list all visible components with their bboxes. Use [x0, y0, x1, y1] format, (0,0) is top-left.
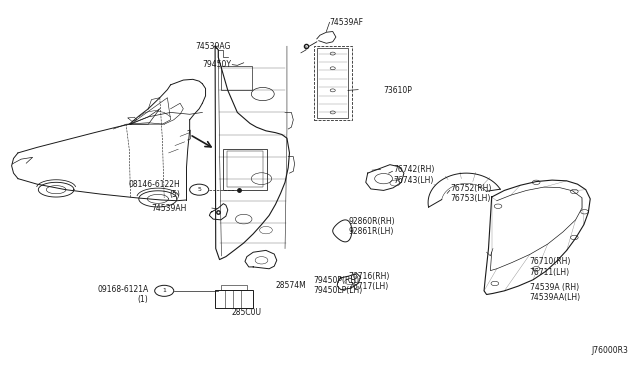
Text: 76716(RH)
76717(LH): 76716(RH) 76717(LH) — [349, 272, 390, 291]
Text: 1: 1 — [163, 288, 166, 294]
Text: 5: 5 — [197, 187, 201, 192]
Text: 74539AF: 74539AF — [330, 18, 364, 27]
Text: 74539A (RH)
74539AA(LH): 74539A (RH) 74539AA(LH) — [530, 283, 581, 302]
Text: 76742(RH)
76743(LH): 76742(RH) 76743(LH) — [393, 165, 435, 185]
Text: 79450P(RH)
79450LP(LH): 79450P(RH) 79450LP(LH) — [314, 276, 363, 295]
Text: 79450Y: 79450Y — [202, 60, 231, 69]
Text: 74539AG: 74539AG — [196, 42, 231, 51]
Text: 76710(RH)
76711(LH): 76710(RH) 76711(LH) — [530, 257, 571, 277]
Text: 92860R(RH)
92861R(LH): 92860R(RH) 92861R(LH) — [349, 217, 396, 236]
Text: 76752(RH)
76753(LH): 76752(RH) 76753(LH) — [451, 184, 492, 203]
Text: 285C0U: 285C0U — [232, 308, 262, 317]
Text: 73610P: 73610P — [383, 86, 412, 95]
Text: 09168-6121A
(1): 09168-6121A (1) — [97, 285, 148, 304]
Text: 28574M: 28574M — [275, 281, 307, 290]
Text: 74539AH: 74539AH — [151, 203, 186, 212]
Text: 08146-6122H
(5): 08146-6122H (5) — [129, 180, 180, 199]
Text: J76000R3: J76000R3 — [591, 346, 628, 355]
